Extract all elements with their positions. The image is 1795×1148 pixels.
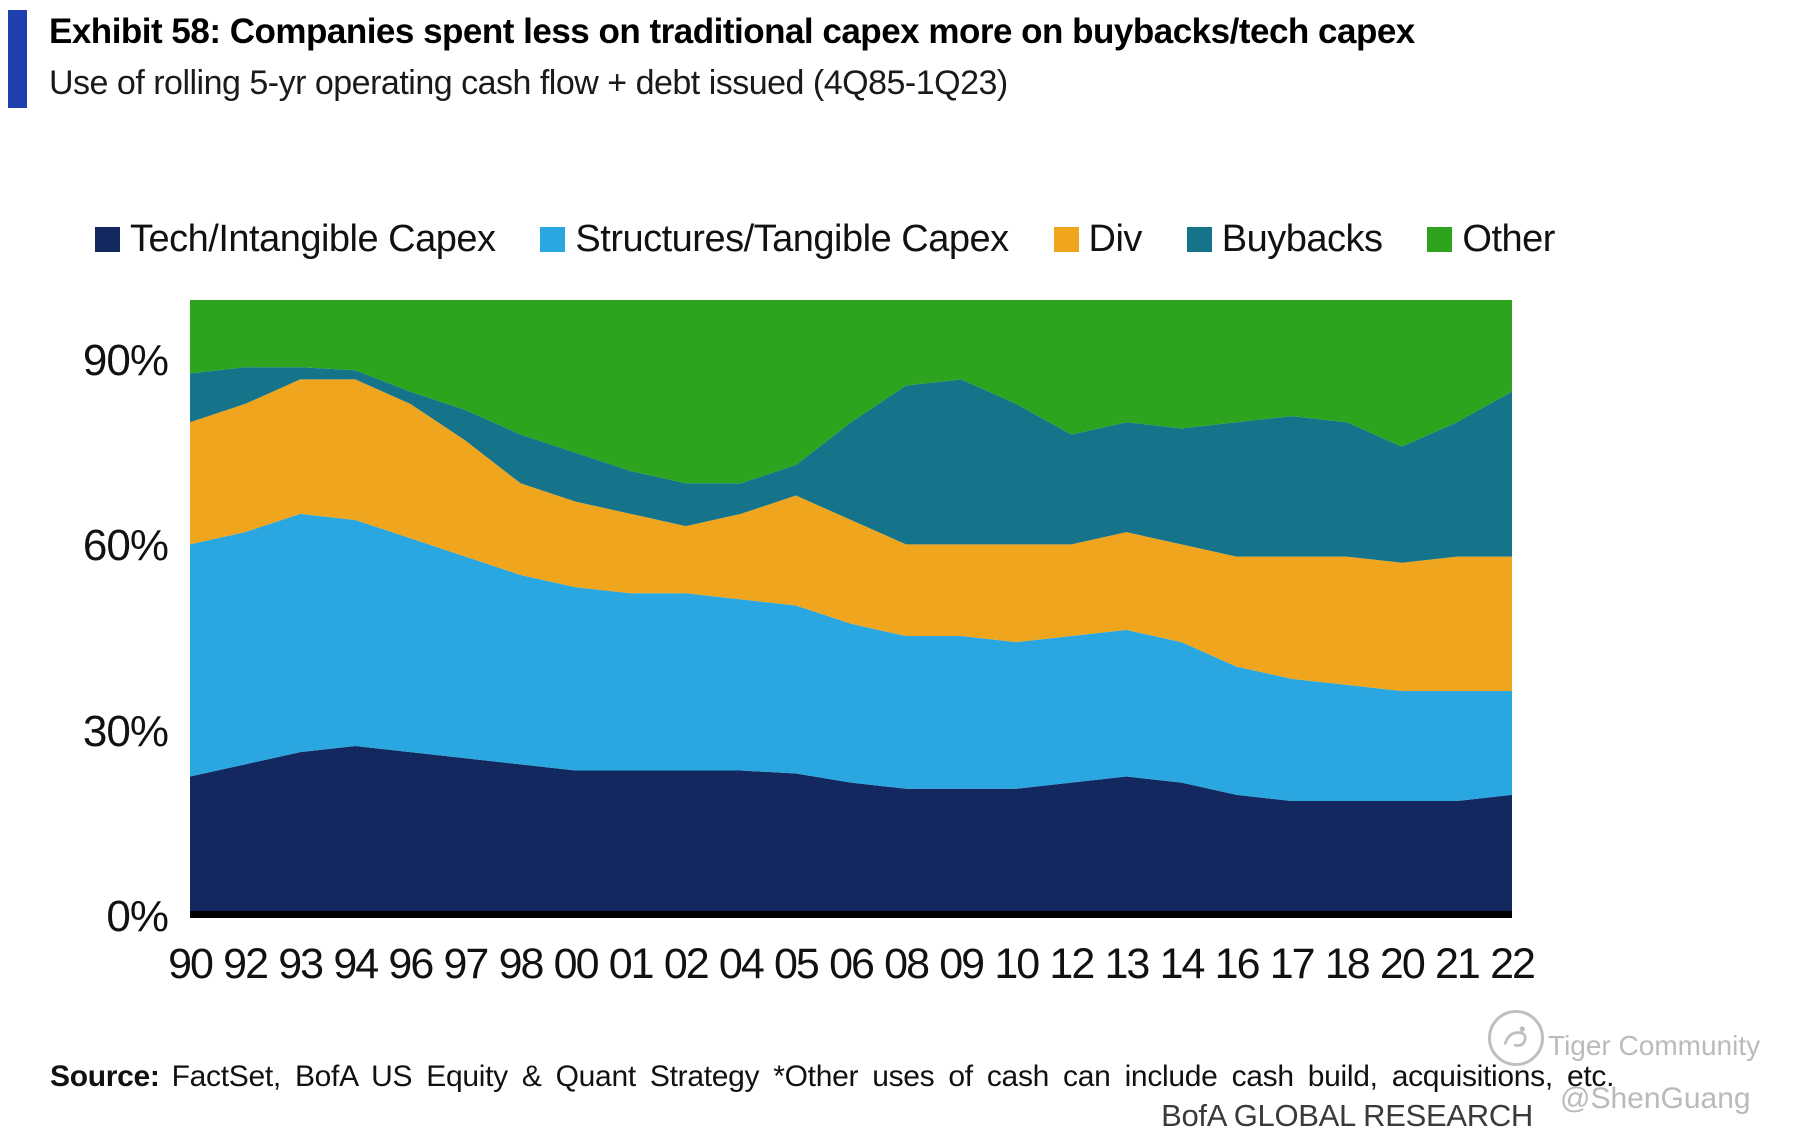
x-tick-label: 22 <box>1490 940 1536 988</box>
x-tick-label: 17 <box>1269 940 1316 988</box>
x-tick-label: 90 <box>168 940 214 988</box>
x-tick-label: 00 <box>553 940 600 988</box>
brand-text: BofA GLOBAL RESEARCH <box>1161 1098 1533 1133</box>
y-tick-label: 30% <box>82 706 169 756</box>
source-line: Source: FactSet, BofA US Equity & Quant S… <box>50 1060 1614 1094</box>
watermark-handle: @ShenGuang <box>1560 1082 1751 1115</box>
title-block: Exhibit 58: Companies spent less on trad… <box>49 10 1415 108</box>
x-tick-label: 06 <box>829 940 875 988</box>
legend-label: Div <box>1088 218 1143 260</box>
legend-label: Other <box>1462 218 1555 260</box>
x-tick-label: 96 <box>388 940 434 988</box>
chart-legend: Tech/Intangible Capex Structures/Tangible… <box>95 218 1555 261</box>
x-tick-label: 18 <box>1324 940 1371 988</box>
tiger-community-logo-icon <box>1488 1010 1544 1066</box>
plot-area <box>190 300 1512 918</box>
accent-bar <box>8 10 27 108</box>
area-buybacks <box>190 367 1512 563</box>
stacked-area-chart <box>190 300 1512 911</box>
x-tick-label: 13 <box>1104 940 1150 988</box>
x-tick-label: 97 <box>443 940 489 988</box>
legend-swatch-icon <box>1427 227 1453 252</box>
exhibit-header: Exhibit 58: Companies spent less on trad… <box>8 10 1415 108</box>
legend-label: Structures/Tangible Capex <box>575 218 1009 260</box>
x-tick-label: 21 <box>1434 940 1481 988</box>
x-tick-label: 05 <box>773 940 820 988</box>
x-axis: 90 92 93 94 96 97 98 00 01 02 04 05 06 08 09 10 12 13 14 16… <box>168 940 1536 996</box>
area-div <box>190 379 1512 692</box>
exhibit-subtitle: Use of rolling 5-yr operating cash flow … <box>49 64 1008 102</box>
x-tick-label: 16 <box>1214 940 1261 988</box>
x-tick-label: 04 <box>718 940 765 988</box>
area-other <box>190 300 1512 484</box>
y-tick-label: 90% <box>82 335 169 385</box>
x-tick-label: 12 <box>1049 940 1095 988</box>
x-tick-label: 14 <box>1159 940 1206 988</box>
legend-label: Buybacks <box>1221 218 1383 260</box>
x-tick-label: 20 <box>1379 940 1426 988</box>
y-axis: 0% 30% 60% 90% <box>0 300 169 941</box>
legend-swatch-icon <box>1186 227 1212 252</box>
source-label: Source: <box>50 1060 160 1093</box>
legend-label: Tech/Intangible Capex <box>130 218 496 260</box>
x-tick-label: 01 <box>608 940 655 988</box>
legend-item-tech-intangible-capex: Tech/Intangible Capex <box>95 218 496 261</box>
area-structures-tangible-capex <box>190 513 1512 802</box>
y-tick-label: 0% <box>106 892 169 941</box>
x-tick-label: 02 <box>663 940 710 988</box>
legend-item-other: Other <box>1427 218 1555 261</box>
source-text: FactSet, BofA US Equity & Quant Strategy… <box>171 1060 1615 1093</box>
legend-item-structures-tangible-capex: Structures/Tangible Capex <box>540 218 1009 261</box>
legend-item-div: Div <box>1053 218 1143 261</box>
x-tick-label: 09 <box>939 940 985 988</box>
x-tick-label: 98 <box>498 940 545 988</box>
legend-swatch-icon <box>95 227 120 252</box>
watermark-community: Tiger Community <box>1548 1030 1761 1061</box>
x-tick-label: 08 <box>884 940 930 988</box>
x-tick-label: 92 <box>223 940 269 988</box>
area-tech-intangible-capex <box>190 745 1512 911</box>
exhibit-title: Exhibit 58: Companies spent less on trad… <box>49 12 1415 51</box>
x-tick-label: 93 <box>278 940 324 988</box>
y-tick-label: 60% <box>82 521 169 571</box>
x-tick-label: 94 <box>333 940 379 988</box>
x-tick-label: 10 <box>994 940 1040 988</box>
legend-item-buybacks: Buybacks <box>1186 218 1383 261</box>
legend-swatch-icon <box>1053 227 1079 252</box>
legend-swatch-icon <box>540 227 566 252</box>
